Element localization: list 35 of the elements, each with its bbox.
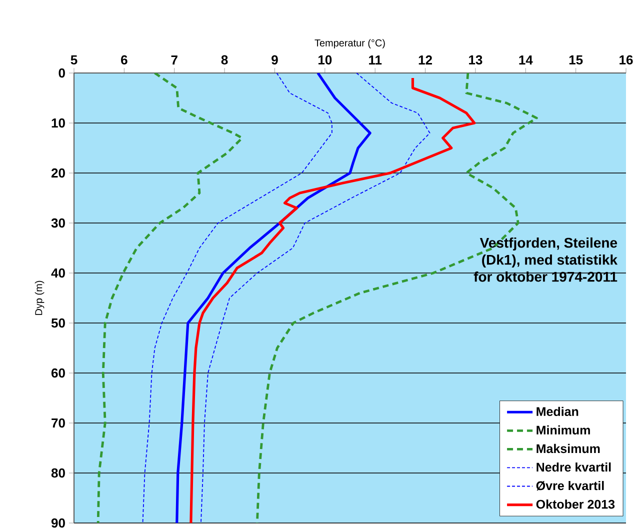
legend-label: Oktober 2013 <box>536 500 615 509</box>
y-tick-label: 40 <box>51 268 65 278</box>
legend-label: Minimum <box>536 425 590 435</box>
y-tick-label: 10 <box>52 118 65 128</box>
line-series <box>142 73 332 524</box>
x-tick-label: 12 <box>418 55 432 64</box>
x-tick-label: 16 <box>620 55 633 64</box>
y-tick-label: 70 <box>52 418 65 428</box>
y-tick-label: 20 <box>51 168 65 178</box>
legend-label: Median <box>536 406 578 416</box>
x-tick-label: 8 <box>221 55 228 64</box>
x-tick-label: 14 <box>519 56 533 64</box>
annotation: Vestfjorden, Steilene (Dk1), med statistikk for oktober 1974-2011 <box>474 237 618 282</box>
y-axis-title: Dyp (m) <box>34 280 44 315</box>
line-series <box>200 73 430 524</box>
legend-label: Maksimum <box>536 444 600 454</box>
x-tick-label: 7 <box>171 56 178 64</box>
legend-label: Øvre kvartil <box>536 480 604 490</box>
x-tick-label: 13 <box>469 55 482 64</box>
y-tick-label: 50 <box>51 318 65 328</box>
line-series <box>96 73 244 524</box>
x-tick-label: 15 <box>569 55 583 64</box>
y-tick-label: 90 <box>51 518 65 528</box>
legend-label: Nedre kvartil <box>536 462 611 472</box>
y-tick-label: 80 <box>51 468 65 478</box>
x-tick-label: 5 <box>70 55 78 64</box>
x-axis-title: Temperatur (°C) <box>314 39 385 48</box>
x-tick-label: 10 <box>318 55 332 64</box>
y-tick-label: 30 <box>51 218 65 228</box>
x-tick-label: 6 <box>121 55 128 64</box>
x-tick-label: 9 <box>272 55 278 64</box>
y-tick-label: 60 <box>51 368 65 378</box>
line-series <box>176 73 372 524</box>
y-tick-label: 0 <box>58 68 65 78</box>
x-tick-label: 11 <box>369 56 382 64</box>
